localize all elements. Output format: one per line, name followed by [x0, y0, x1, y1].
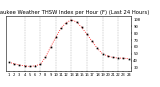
- Title: Milwaukee Weather THSW Index per Hour (F) (Last 24 Hours): Milwaukee Weather THSW Index per Hour (F…: [0, 10, 149, 15]
